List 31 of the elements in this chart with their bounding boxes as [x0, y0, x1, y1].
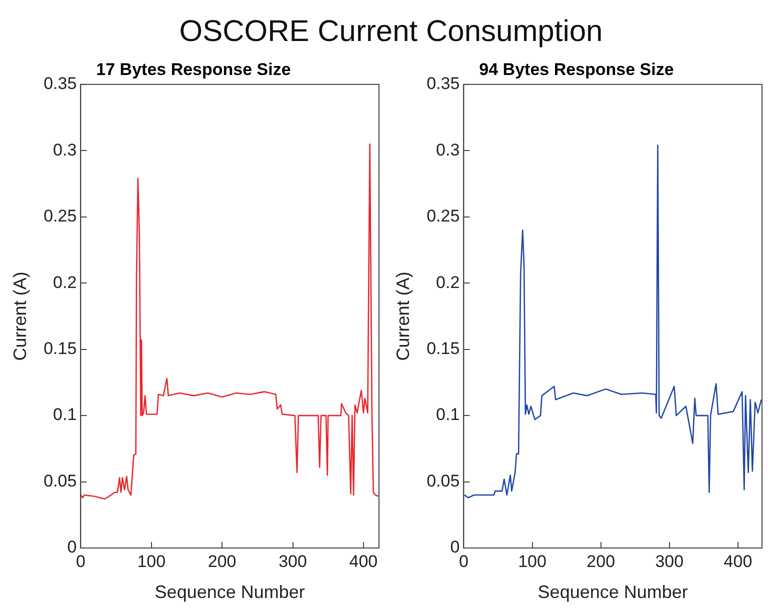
chart-title: 17 Bytes Response Size — [96, 60, 291, 79]
x-tick-label: 400 — [349, 552, 378, 571]
y-tick-label: 0.1 — [436, 405, 460, 424]
y-tick-label: 0.3 — [53, 140, 77, 160]
x-tick-label: 200 — [586, 552, 616, 571]
chart-title: 94 Bytes Response Size — [479, 60, 674, 79]
y-axis-title: Current (A) — [10, 272, 30, 361]
x-tick-label: 100 — [137, 552, 166, 571]
x-tick-label: 400 — [724, 552, 752, 571]
y-tick-label: 0.1 — [53, 405, 77, 424]
y-tick-label: 0 — [450, 538, 460, 557]
y-tick-label: 0 — [67, 538, 77, 557]
x-tick-label: 300 — [278, 552, 307, 571]
y-tick-label: 0.25 — [44, 206, 77, 226]
x-axis-title: Sequence Number — [538, 582, 688, 602]
y-tick-label: 0.15 — [426, 339, 460, 358]
y-tick-label: 0.2 — [436, 272, 460, 292]
text: OSCORE Current Consumption — [178, 14, 604, 50]
y-axis-title: Current (A) — [392, 272, 413, 361]
x-tick-label: 200 — [208, 552, 236, 571]
y-tick-label: 0.35 — [426, 74, 460, 94]
y-tick-label: 0.25 — [426, 206, 460, 226]
x-axis-title: Sequence Number — [154, 582, 305, 602]
y-tick-label: 0.15 — [44, 339, 77, 358]
y-tick-label: 0.05 — [426, 471, 460, 490]
y-tick-label: 0.35 — [44, 74, 77, 94]
x-tick-label: 300 — [655, 552, 684, 571]
y-tick-label: 0.3 — [436, 140, 460, 160]
y-tick-label: 0.2 — [53, 272, 77, 292]
x-tick-label: 100 — [518, 552, 546, 571]
y-tick-label: 0.05 — [44, 471, 77, 490]
